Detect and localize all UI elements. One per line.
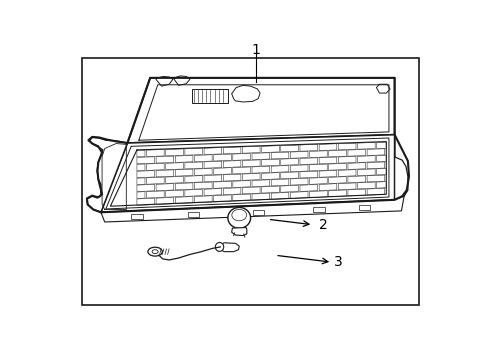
Bar xyxy=(252,210,264,215)
Bar xyxy=(131,214,142,219)
Text: 1: 1 xyxy=(251,43,260,57)
Text: 2: 2 xyxy=(318,218,327,232)
Bar xyxy=(312,207,324,212)
Polygon shape xyxy=(101,196,403,222)
Ellipse shape xyxy=(215,243,223,251)
Text: 3: 3 xyxy=(333,255,342,269)
Ellipse shape xyxy=(227,207,250,228)
Polygon shape xyxy=(231,85,260,102)
Bar xyxy=(188,212,199,217)
Bar xyxy=(191,90,227,103)
Polygon shape xyxy=(231,228,246,235)
Bar xyxy=(358,205,369,210)
Polygon shape xyxy=(127,78,394,143)
Bar xyxy=(82,58,418,305)
Polygon shape xyxy=(174,76,189,85)
Ellipse shape xyxy=(147,247,162,256)
Polygon shape xyxy=(394,135,407,200)
Polygon shape xyxy=(219,243,239,252)
Polygon shape xyxy=(87,138,127,212)
Polygon shape xyxy=(376,84,389,93)
Polygon shape xyxy=(156,76,173,86)
Polygon shape xyxy=(101,135,394,212)
